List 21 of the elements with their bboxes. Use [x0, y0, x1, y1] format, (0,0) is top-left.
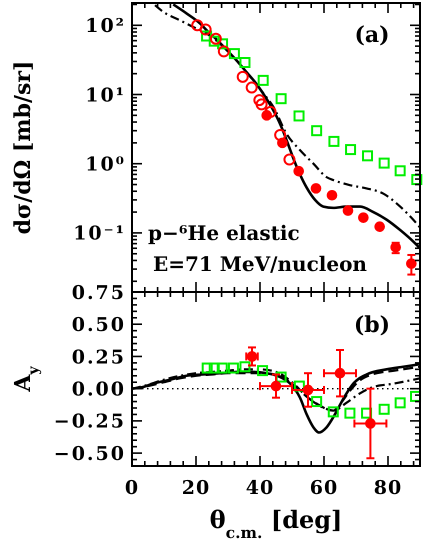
annotation: p−⁶He elastic — [148, 221, 300, 245]
y-tick-label: 0.75 — [72, 282, 126, 304]
y-tick-label: 0.00 — [72, 378, 126, 401]
y-tick-label: 10¹ — [85, 84, 126, 106]
x-tick-label: 60 — [310, 477, 338, 499]
x-tick-label: 0 — [124, 477, 140, 499]
y-tick-label: 10² — [85, 15, 126, 38]
y-tick-label: 0.50 — [72, 314, 126, 336]
y-tick-label: 10⁰ — [85, 154, 126, 176]
y-tick-label: 0.25 — [72, 346, 126, 368]
x-tick-label: 40 — [246, 477, 274, 499]
annotation: E=71 MeV/nucleon — [153, 252, 368, 276]
y-axis-title: dσ/dΩ [mb/sr] — [10, 60, 36, 234]
annotation: (a) — [354, 22, 390, 48]
x-axis-title: θ$_{c.m.}$ [deg] — [210, 505, 342, 542]
x-tick-label: 20 — [182, 477, 210, 499]
x-tick-label: 80 — [374, 477, 402, 499]
y-tick-label: 10⁻¹ — [73, 222, 126, 245]
annotation: (b) — [354, 312, 390, 338]
y-tick-label: −0.25 — [54, 410, 126, 433]
y-tick-label: −0.50 — [54, 442, 126, 465]
